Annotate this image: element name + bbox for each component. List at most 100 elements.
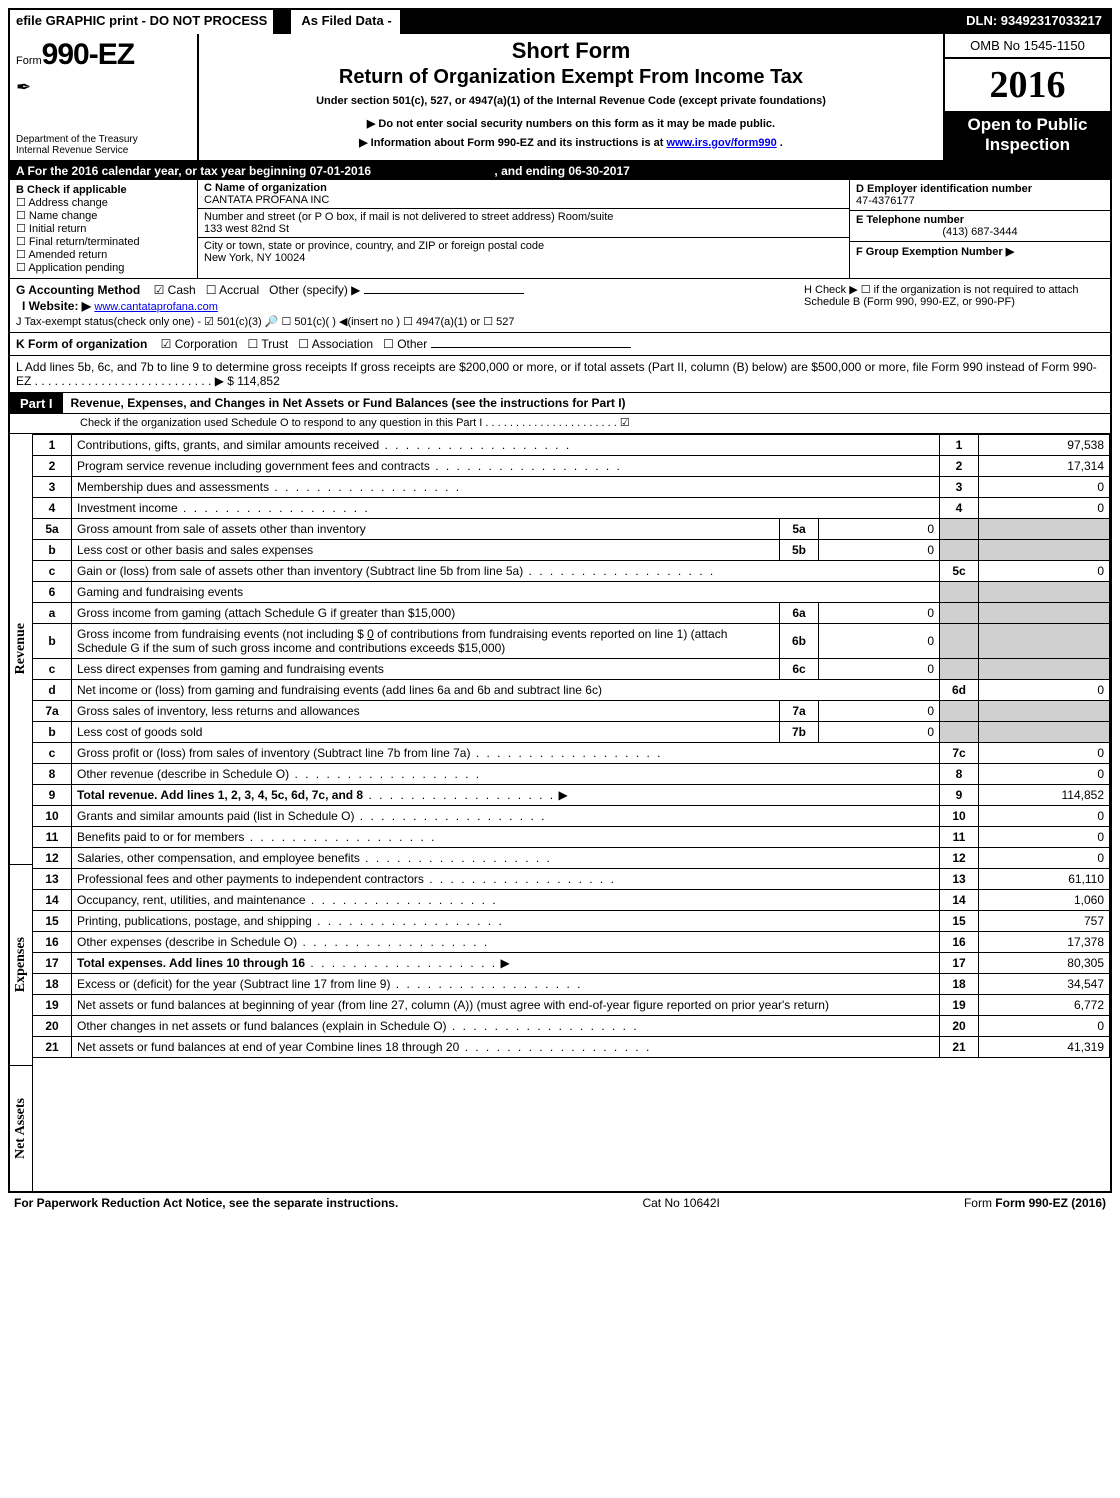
table-row: cGain or (loss) from sale of assets othe… (33, 560, 1110, 581)
l9-desc: Total revenue. Add lines 1, 2, 3, 4, 5c,… (77, 788, 363, 802)
part-i-title: Revenue, Expenses, and Changes in Net As… (63, 393, 1110, 413)
omb-number: OMB No 1545-1150 (945, 34, 1110, 59)
b-final-return[interactable]: Final return/terminated (16, 235, 191, 248)
b-amended-return[interactable]: Amended return (16, 248, 191, 261)
g-other[interactable]: Other (specify) ▶ (269, 283, 360, 297)
footer-right: Form Form 990-EZ (2016) (964, 1196, 1106, 1210)
treasury-1: Department of the Treasury (16, 134, 191, 145)
line-a-mid: , and ending (494, 164, 568, 178)
dln-label: DLN: 93492317033217 (958, 10, 1110, 34)
table-row: cGross profit or (loss) from sales of in… (33, 742, 1110, 763)
table-row: 19Net assets or fund balances at beginni… (33, 994, 1110, 1015)
asfiled-label: As Filed Data - (291, 10, 399, 34)
table-row: 13Professional fees and other payments t… (33, 868, 1110, 889)
g-accrual[interactable]: Accrual (206, 283, 259, 297)
table-row: 3Membership dues and assessments30 (33, 476, 1110, 497)
short-form-title: Short Form (207, 38, 935, 64)
efile-label: efile GRAPHIC print - DO NOT PROCESS (10, 10, 275, 34)
part-i-label: Part I (10, 393, 63, 414)
bcdef-grid: B Check if applicable Address change Nam… (10, 180, 1110, 279)
part-i-header: Part I Revenue, Expenses, and Changes in… (10, 393, 1110, 414)
table-row: 4Investment income40 (33, 497, 1110, 518)
treasury-2: Internal Revenue Service (16, 145, 191, 156)
info-link[interactable]: www.irs.gov/form990 (666, 137, 776, 149)
top-bar: efile GRAPHIC print - DO NOT PROCESS As … (10, 10, 1110, 34)
open-1: Open to Public (947, 115, 1108, 135)
l6b-d1v: 0 (367, 627, 374, 641)
k-assoc[interactable]: Association (298, 337, 373, 351)
l-value: 114,852 (237, 374, 280, 388)
form-990ez: 990-EZ (42, 38, 134, 72)
c-city-label: City or town, state or province, country… (204, 240, 843, 252)
g-section: G Accounting Method Cash Accrual Other (… (10, 279, 798, 332)
b-title: B Check if applicable (16, 184, 191, 196)
c-label: C Name of organization (204, 182, 843, 194)
table-row: 20Other changes in net assets or fund ba… (33, 1015, 1110, 1036)
open-to-public: Open to Public Inspection (945, 111, 1110, 160)
under-section: Under section 501(c), 527, or 4947(a)(1)… (207, 95, 935, 107)
return-title: Return of Organization Exempt From Incom… (207, 66, 935, 89)
table-row: 9Total revenue. Add lines 1, 2, 3, 4, 5c… (33, 784, 1110, 805)
i-label: I Website: ▶ (22, 299, 91, 313)
table-row: 21Net assets or fund balances at end of … (33, 1036, 1110, 1057)
k-other[interactable]: Other (383, 337, 427, 351)
c-addr: 133 west 82nd St (204, 223, 843, 235)
l6b-d1: Gross income from fundraising events (no… (77, 627, 367, 641)
side-netassets: Net Assets (13, 1098, 29, 1159)
table-row: 11Benefits paid to or for members110 (33, 826, 1110, 847)
l17-arrow: ▶ (500, 956, 509, 970)
table-row: cLess direct expenses from gaming and fu… (33, 658, 1110, 679)
donot-ssn: ▶ Do not enter social security numbers o… (207, 117, 935, 130)
l-line: L Add lines 5b, 6c, and 7b to line 9 to … (10, 356, 1110, 393)
table-row: bLess cost or other basis and sales expe… (33, 539, 1110, 560)
table-row: dNet income or (loss) from gaming and fu… (33, 679, 1110, 700)
l9-arrow: ▶ (558, 788, 567, 802)
table-row: 17Total expenses. Add lines 10 through 1… (33, 952, 1110, 973)
k-trust[interactable]: Trust (247, 337, 288, 351)
b-initial-return[interactable]: Initial return (16, 222, 191, 235)
info-prefix: ▶ Information about Form 990-EZ and its … (359, 137, 666, 149)
b-application-pending[interactable]: Application pending (16, 261, 191, 274)
lines-table: 1Contributions, gifts, grants, and simil… (33, 434, 1110, 1058)
c-name: CANTATA PROFANA INC (204, 194, 843, 206)
section-b: B Check if applicable Address change Nam… (10, 180, 198, 278)
info-suffix: . (780, 137, 783, 149)
pen-icon: ✒ (16, 77, 191, 98)
b-address-change[interactable]: Address change (16, 196, 191, 209)
footer-left: For Paperwork Reduction Act Notice, see … (14, 1196, 398, 1210)
d-box: D Employer identification number 47-4376… (850, 180, 1110, 211)
f-label: F Group Exemption Number ▶ (856, 246, 1014, 258)
form-page: efile GRAPHIC print - DO NOT PROCESS As … (8, 8, 1112, 1193)
section-c: C Name of organization CANTATA PROFANA I… (198, 180, 849, 278)
header-left: Form 990-EZ ✒ Department of the Treasury… (10, 34, 199, 160)
l-text: L Add lines 5b, 6c, and 7b to line 9 to … (16, 360, 1097, 388)
e-box: E Telephone number (413) 687-3444 (850, 211, 1110, 242)
header-right: OMB No 1545-1150 2016 Open to Public Ins… (943, 34, 1110, 160)
k-corp[interactable]: Corporation (161, 337, 238, 351)
table-row: 16Other expenses (describe in Schedule O… (33, 931, 1110, 952)
header: Form 990-EZ ✒ Department of the Treasury… (10, 34, 1110, 162)
table-row: 5aGross amount from sale of assets other… (33, 518, 1110, 539)
g-cash[interactable]: Cash (154, 283, 196, 297)
table-row: 18Excess or (deficit) for the year (Subt… (33, 973, 1110, 994)
side-labels: Revenue Expenses Net Assets (10, 434, 33, 1191)
form-prefix: Form (16, 55, 42, 67)
line-a: A For the 2016 calendar year, or tax yea… (10, 162, 1110, 180)
info-line: ▶ Information about Form 990-EZ and its … (207, 136, 935, 149)
side-revenue: Revenue (13, 623, 29, 674)
f-box: F Group Exemption Number ▶ (850, 242, 1110, 261)
k-other-line[interactable] (431, 347, 631, 348)
b-name-change[interactable]: Name change (16, 209, 191, 222)
section-def: D Employer identification number 47-4376… (849, 180, 1110, 278)
c-addr-box: Number and street (or P O box, if mail i… (198, 209, 849, 238)
e-value: (413) 687-3444 (856, 226, 1104, 238)
i-website-link[interactable]: www.cantataprofana.com (94, 301, 218, 313)
g-label: G Accounting Method (16, 283, 140, 297)
c-city: New York, NY 10024 (204, 252, 843, 264)
table-row: 14Occupancy, rent, utilities, and mainte… (33, 889, 1110, 910)
c-addr-label: Number and street (or P O box, if mail i… (204, 211, 843, 223)
side-expenses: Expenses (13, 937, 29, 992)
table-row: b Gross income from fundraising events (… (33, 623, 1110, 658)
table-row: 10Grants and similar amounts paid (list … (33, 805, 1110, 826)
g-other-line[interactable] (364, 293, 524, 294)
